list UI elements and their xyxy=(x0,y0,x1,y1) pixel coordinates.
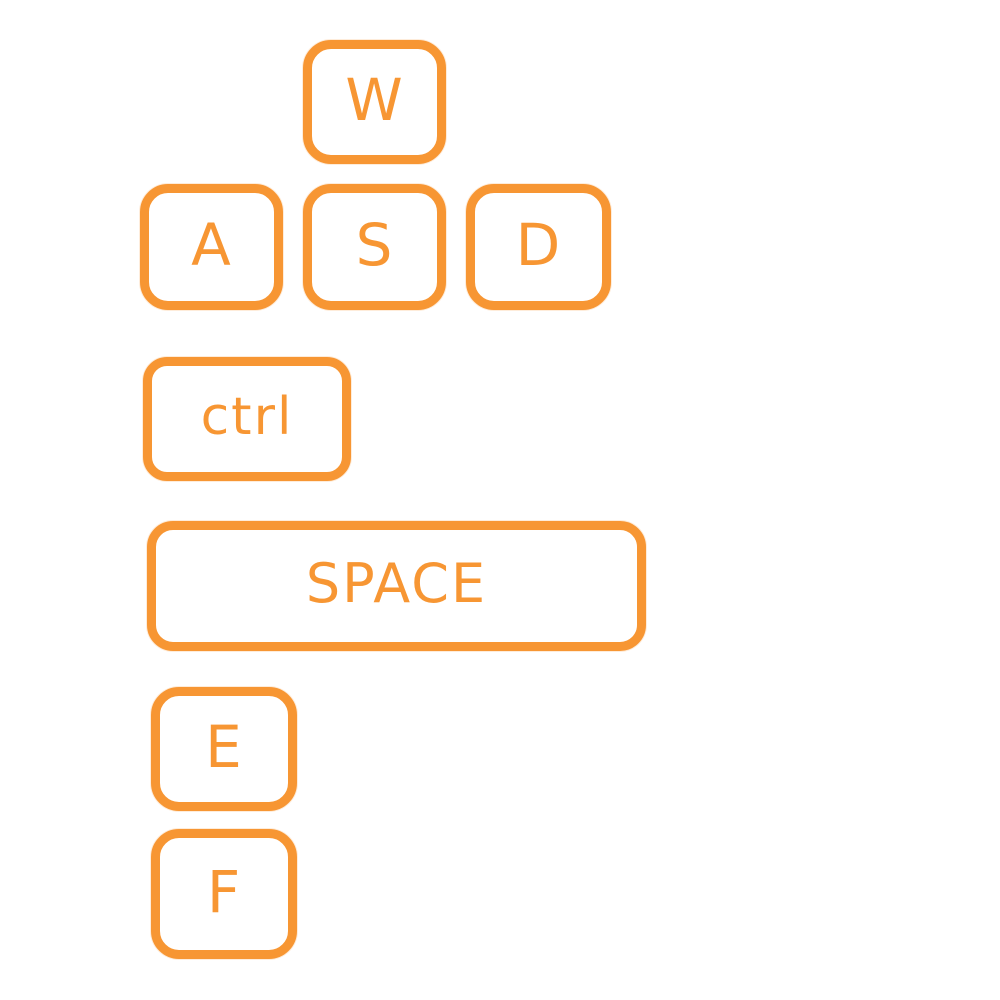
d-key-label: D xyxy=(515,211,562,279)
f-key-label: F xyxy=(206,858,242,926)
s-key: S xyxy=(303,184,446,310)
d-key: D xyxy=(466,184,611,310)
ctrl-key: ctrl xyxy=(143,357,351,481)
f-key: F xyxy=(151,829,297,959)
w-key: W xyxy=(303,40,446,164)
ctrl-key-label: ctrl xyxy=(200,387,294,447)
space-key-label: SPACE xyxy=(305,552,488,615)
w-key-label: W xyxy=(345,66,404,134)
a-key: A xyxy=(140,184,283,310)
a-key-label: A xyxy=(191,211,232,279)
s-key-label: S xyxy=(355,211,394,279)
e-key-label: E xyxy=(205,713,243,781)
e-key: E xyxy=(151,687,297,811)
space-key: SPACE xyxy=(147,521,646,651)
